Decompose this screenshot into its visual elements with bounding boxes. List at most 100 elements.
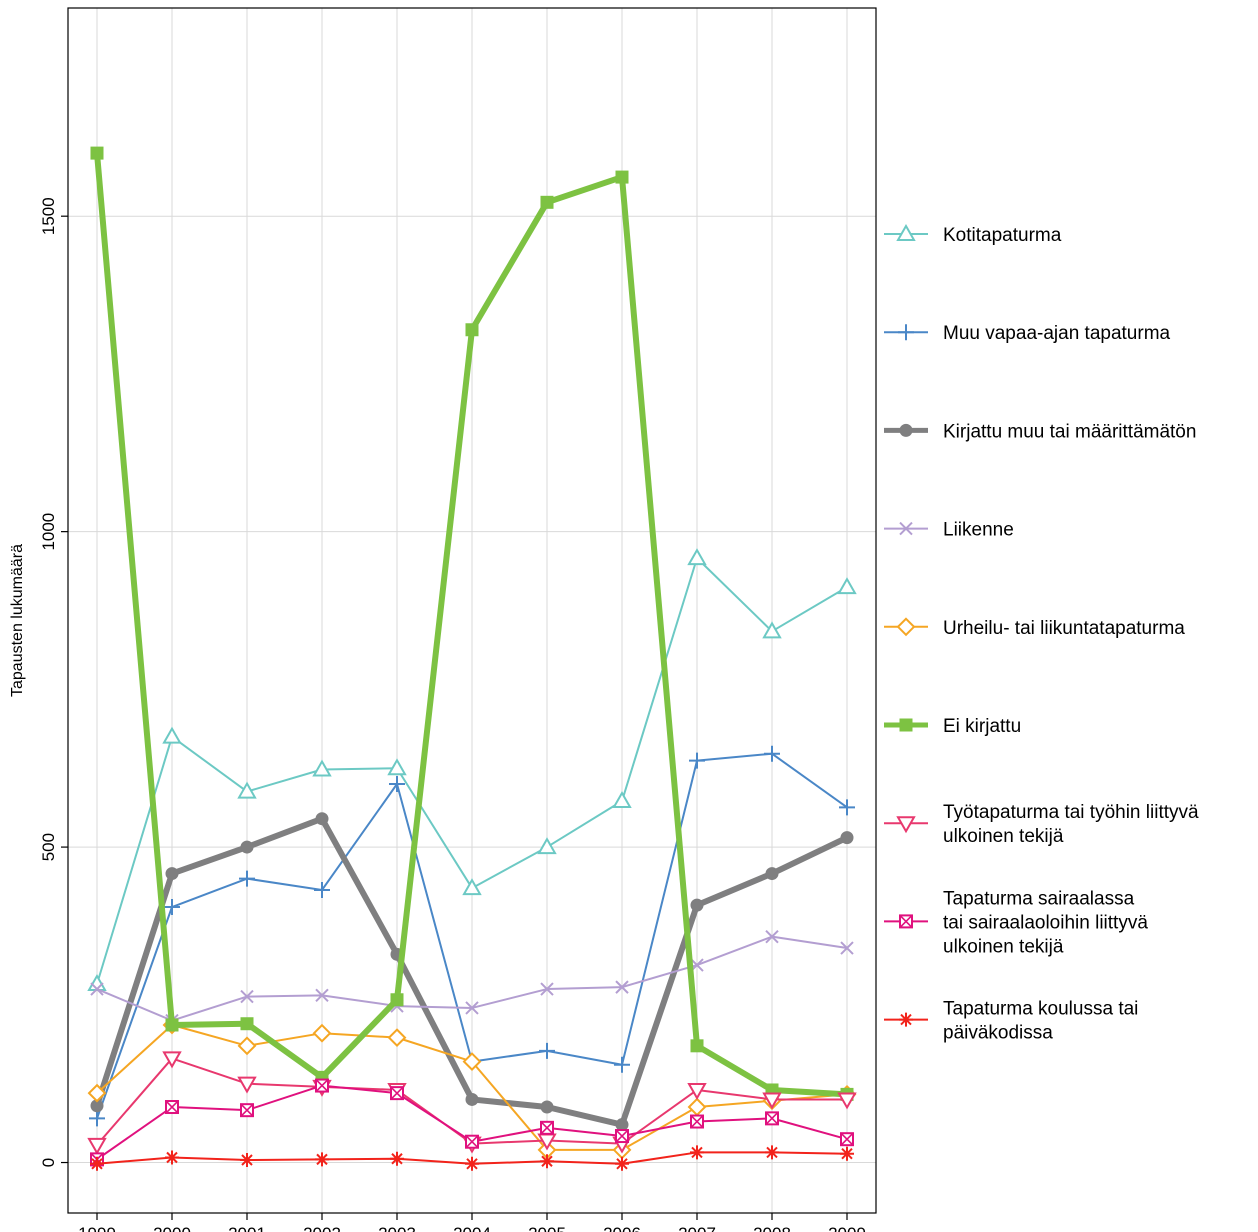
- x-tick-label: 2001: [228, 1224, 266, 1232]
- series-group: [87, 146, 857, 1171]
- data-point: [540, 1100, 554, 1114]
- data-point: [840, 831, 854, 845]
- legend-label: ulkoinen tekijä: [943, 826, 1064, 847]
- y-axis-title: Tapausten lukumäärä: [9, 544, 26, 697]
- data-point: [614, 1056, 630, 1073]
- data-point: [539, 1042, 555, 1059]
- legend-item: Kotitapaturma: [884, 223, 1062, 246]
- legend-label: Työtapaturma tai työhin liittyvä: [943, 802, 1199, 823]
- x-tick-label: 2002: [303, 1224, 341, 1232]
- legend-marker: [899, 1012, 913, 1027]
- legend-label: tai sairaalaoloihin liittyvä: [943, 912, 1148, 933]
- x-tick-label: 2003: [378, 1224, 416, 1232]
- data-point: [315, 812, 329, 826]
- data-point: [840, 1132, 854, 1147]
- data-point: [762, 1092, 782, 1110]
- x-tick-label: 2008: [753, 1224, 791, 1232]
- data-point: [764, 745, 780, 762]
- data-point: [839, 799, 855, 816]
- legend-marker: [896, 617, 916, 637]
- legend-label: Ei kirjattu: [943, 716, 1021, 737]
- data-point: [390, 1086, 404, 1101]
- x-tick-label: 2004: [453, 1224, 491, 1232]
- data-point: [312, 1023, 332, 1043]
- data-point: [387, 758, 407, 776]
- data-point: [315, 988, 329, 1003]
- series-4: [90, 929, 854, 1028]
- data-point: [840, 1146, 854, 1161]
- data-point: [687, 1082, 707, 1100]
- y-tick-label: 500: [39, 833, 58, 861]
- data-point: [312, 759, 332, 777]
- data-point: [165, 1018, 179, 1032]
- data-point: [540, 195, 554, 209]
- data-point: [690, 1114, 704, 1129]
- legend-label: Kotitapaturma: [943, 225, 1062, 246]
- legend-item: Työtapaturma tai työhin liittyvä ulkoinen…: [884, 802, 1199, 847]
- data-point: [237, 1076, 257, 1094]
- data-point: [237, 1036, 257, 1056]
- legend-item: Muu vapaa-ajan tapaturma: [884, 323, 1171, 344]
- data-point: [90, 146, 104, 160]
- data-point: [237, 781, 257, 799]
- data-point: [615, 980, 629, 994]
- legend-label: Tapaturma sairaalassa: [943, 888, 1135, 909]
- legend-label: Tapaturma koulussa tai: [943, 999, 1138, 1020]
- data-point: [315, 1152, 329, 1167]
- data-point: [89, 1110, 105, 1127]
- legend-marker: [898, 324, 914, 341]
- data-point: [615, 170, 629, 184]
- data-point: [387, 1028, 407, 1048]
- data-point: [87, 1137, 107, 1155]
- data-point: [837, 577, 857, 595]
- legend-item: Tapaturma koulussa tai päiväkodissa: [884, 999, 1138, 1044]
- legend-marker: [899, 423, 913, 437]
- data-point: [239, 870, 255, 887]
- legend-label: Urheilu- tai liikuntatapaturma: [943, 618, 1185, 639]
- data-point: [240, 1017, 254, 1031]
- legend-item: Liikenne: [884, 520, 1014, 541]
- data-point: [840, 941, 854, 955]
- data-point: [687, 548, 707, 566]
- data-point: [90, 1156, 104, 1171]
- data-point: [389, 775, 405, 792]
- data-point: [90, 982, 104, 996]
- data-point: [765, 1111, 779, 1126]
- legend-marker: [899, 718, 913, 732]
- data-point: [462, 1052, 482, 1072]
- x-tick-label: 2006: [603, 1224, 641, 1232]
- legend-item: Kirjattu muu tai määrittämätön: [884, 421, 1196, 442]
- axes: 1999 2000 2001 2002 2003 2004 2005 2006 2007 2008…: [39, 197, 866, 1232]
- data-point: [615, 1129, 629, 1144]
- data-point: [687, 1097, 707, 1117]
- series-8: [90, 1078, 854, 1167]
- data-point: [315, 1078, 329, 1093]
- data-point: [762, 621, 782, 639]
- data-point: [162, 726, 182, 744]
- x-tick-label: 2009: [828, 1224, 866, 1232]
- legend-marker: [899, 914, 913, 929]
- data-point: [765, 867, 779, 881]
- legend: Kotitapaturma Muu vapaa-ajan tapaturma Kir…: [884, 223, 1199, 1044]
- series-1: [87, 548, 857, 991]
- legend-marker: [896, 816, 916, 834]
- data-point: [690, 898, 704, 912]
- data-point: [540, 1120, 554, 1135]
- x-tick-label: 2000: [153, 1224, 191, 1232]
- data-point: [465, 1156, 479, 1171]
- data-point: [165, 867, 179, 881]
- data-point: [765, 929, 779, 944]
- legend-label: Liikenne: [943, 520, 1014, 541]
- legend-label: ulkoinen tekijä: [943, 936, 1064, 957]
- series-9: [90, 1145, 854, 1171]
- data-point: [465, 323, 479, 337]
- legend-label: päiväkodissa: [943, 1023, 1053, 1044]
- data-point: [465, 1001, 479, 1015]
- legend-marker: [899, 521, 913, 536]
- data-point: [690, 1145, 704, 1160]
- data-point: [165, 1150, 179, 1165]
- data-point: [837, 1092, 857, 1110]
- legend-marker: [896, 223, 916, 241]
- data-point: [540, 982, 554, 996]
